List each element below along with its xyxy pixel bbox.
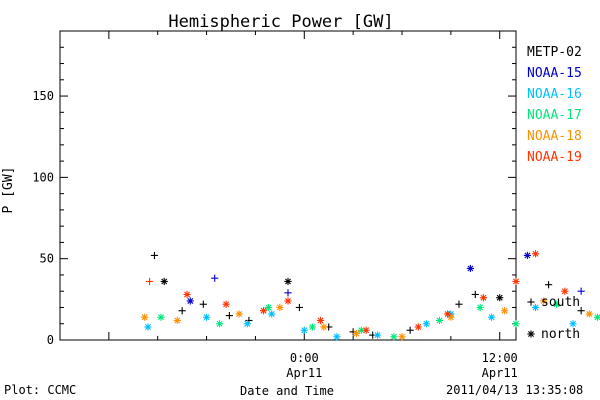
legend-entry: NOAA-19 [527, 150, 582, 165]
legend-entry: NOAA-18 [527, 129, 582, 144]
data-point [435, 316, 444, 325]
data-point [178, 307, 186, 315]
x-tick-label-time: 0:00 [290, 351, 319, 365]
data-point [390, 333, 398, 341]
data-point [222, 300, 230, 308]
data-point [531, 303, 540, 312]
plot-source-label: Plot: CCMC [4, 383, 77, 397]
data-point [211, 274, 219, 282]
data-point [276, 303, 284, 312]
legend-entry: METP-02 [527, 45, 582, 60]
series-noaa-17 [157, 300, 600, 341]
data-point [373, 331, 382, 339]
data-point [540, 297, 548, 305]
series-noaa-16 [144, 303, 577, 341]
data-point [455, 300, 463, 308]
data-point [150, 251, 159, 260]
data-point [160, 277, 168, 286]
data-point [199, 300, 207, 308]
data-point [295, 303, 303, 312]
x-tick-label-date: Apr11 [286, 366, 322, 380]
symbol-key-marker [527, 298, 535, 306]
data-point [144, 323, 152, 331]
y-tick-label: 100 [32, 170, 54, 184]
data-point [284, 289, 292, 297]
y-tick-label: 50 [40, 252, 54, 266]
data-points [141, 250, 600, 341]
data-point [501, 307, 509, 315]
data-point [352, 329, 360, 338]
legend-entry: NOAA-16 [527, 87, 582, 102]
data-point [471, 290, 479, 299]
data-point [333, 333, 341, 341]
symbol-key-label: south [541, 295, 580, 310]
data-point [183, 290, 191, 299]
data-point [577, 307, 585, 315]
x-axis-ticks: 0:00Apr1112:00Apr110:00Apr1212:00Apr120:… [59, 31, 518, 380]
y-tick-label: 0 [47, 333, 54, 347]
data-point [243, 320, 251, 328]
plot-frame [59, 30, 517, 341]
data-point [585, 310, 593, 318]
data-point [512, 277, 520, 286]
data-point [479, 294, 488, 302]
data-point [216, 320, 224, 328]
data-point [569, 320, 577, 328]
series-noaa-19 [145, 250, 569, 334]
data-point [235, 310, 243, 318]
data-point [316, 316, 325, 325]
data-point [512, 320, 520, 328]
legend-entry: NOAA-17 [527, 108, 582, 123]
data-point [284, 277, 292, 286]
symbol-key: south north [527, 295, 580, 342]
data-point [406, 326, 414, 334]
data-point [300, 326, 308, 334]
data-point [264, 303, 273, 312]
y-tick-label: 150 [32, 89, 54, 103]
data-point [308, 323, 317, 331]
data-point [577, 287, 585, 295]
data-point [259, 307, 268, 315]
chart-title: Hemispheric Power [GW] [168, 12, 393, 32]
data-point [145, 277, 154, 286]
data-point [523, 251, 531, 260]
data-point [487, 313, 496, 321]
data-point [496, 294, 504, 302]
y-axis-ticks: 0 50 100 150 [32, 30, 516, 347]
series-noaa-15 [186, 251, 585, 305]
data-point [553, 300, 561, 308]
series-metp-02 [150, 251, 585, 339]
data-point [362, 326, 370, 334]
data-point [186, 297, 194, 305]
legend-entry: NOAA-15 [527, 66, 582, 81]
x-tick-label-time: 12:00 [482, 351, 518, 365]
data-point [157, 313, 165, 321]
data-point [422, 320, 431, 328]
data-point [531, 250, 540, 258]
series-noaa-18 [141, 297, 593, 341]
symbol-key-marker [527, 330, 535, 338]
data-point [320, 323, 328, 331]
x-tick-label-date: Apr11 [482, 366, 518, 380]
plot-timestamp: 2011/04/13 13:35:08 [446, 383, 584, 397]
x-axis-label: Date and Time [240, 384, 334, 398]
data-point [284, 297, 292, 305]
data-point [466, 264, 474, 273]
data-point [141, 313, 149, 321]
symbol-key-label: north [541, 327, 580, 342]
data-point [544, 281, 553, 289]
data-point [173, 316, 181, 325]
data-point [268, 310, 276, 318]
data-point [398, 333, 406, 341]
legend: METP-02 NOAA-15 NOAA-16 NOAA-17 NOAA-18 NOAA-… [527, 45, 582, 165]
data-point [476, 303, 484, 312]
data-point [202, 313, 211, 321]
data-point [593, 313, 600, 321]
data-point [444, 310, 452, 318]
data-point [225, 312, 233, 320]
y-axis-label: P [GW] [1, 167, 16, 214]
data-point [414, 323, 422, 331]
data-point [561, 287, 569, 295]
